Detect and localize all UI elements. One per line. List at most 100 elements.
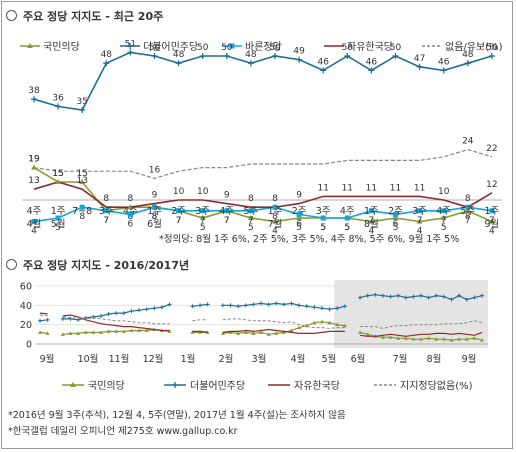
point-democratic-16	[416, 63, 423, 70]
point-democratic-22	[205, 302, 210, 307]
point-bareun-7	[200, 208, 206, 214]
point-democratic-1	[55, 103, 62, 110]
point-bareun-17	[441, 208, 447, 214]
point-people-39	[335, 322, 340, 327]
x-tick-0: 9월	[40, 353, 55, 365]
point-people-43	[365, 332, 370, 336]
point-democratic-8	[98, 313, 103, 318]
data-label-people-4: 8	[128, 212, 134, 222]
point-democratic-31	[274, 301, 279, 306]
data-label-democratic-5: 50	[149, 43, 161, 53]
point-people-18	[464, 207, 471, 213]
x-tick-7: 3주	[195, 206, 210, 217]
point-people-55	[457, 337, 462, 341]
x-tick-17: 4주	[436, 206, 451, 217]
point-people-58	[480, 338, 484, 342]
series-line-liberty-4	[360, 331, 483, 337]
series-line-liberty-3	[222, 328, 345, 335]
x-tick-0: 4주	[27, 206, 42, 217]
x-tick-7: 4월	[291, 353, 306, 365]
x-month-0: 4월	[27, 218, 42, 230]
point-democratic-3	[103, 60, 110, 67]
x-tick-8: 4주	[219, 206, 234, 217]
legend-label-people: 국민의당	[88, 380, 125, 392]
data-label-liberty-9: 8	[248, 194, 254, 204]
x-tick-2: 7~8	[72, 206, 92, 217]
point-people-5	[76, 331, 81, 335]
data-label-bareun-3: 7	[103, 216, 109, 226]
data-label-people-18: 7	[465, 216, 471, 226]
point-democratic-21	[198, 303, 203, 308]
x-tick-19: 1주	[485, 206, 500, 217]
bottom-chart-header: 주요 정당 지지도 - 2016/2017년	[6, 257, 189, 273]
bottom-line-chart: 0 20 40 60 9월 10월 11월 12월 1월 2월 3월 4월 5월 6월 7월 8월 9월국민의당…	[20, 280, 488, 392]
legend-marker-democratic	[127, 43, 133, 49]
data-label-bareun-13: 5	[344, 223, 350, 233]
point-people-9	[247, 215, 254, 220]
point-democratic-32	[281, 302, 286, 307]
point-democratic-48	[403, 295, 408, 300]
point-democratic-9	[247, 60, 254, 67]
point-democratic-18	[464, 60, 471, 67]
x-tick-4: 4주	[123, 206, 138, 217]
data-label-none-18: 24	[462, 137, 474, 147]
point-people-29	[259, 330, 263, 334]
bullet-icon	[6, 10, 17, 21]
legend-label-none: 지지정당없음(%)	[400, 379, 473, 392]
point-democratic-57	[472, 295, 477, 300]
point-people-38	[327, 320, 332, 325]
point-people-4	[127, 204, 134, 210]
data-label-democratic-17: 46	[438, 57, 450, 67]
point-people-16	[416, 218, 423, 224]
point-democratic-17	[167, 302, 172, 307]
data-label-liberty-8: 9	[224, 191, 230, 201]
y-tick-20: 20	[20, 320, 32, 331]
data-label-people-5: 8	[152, 212, 158, 222]
point-democratic-35	[304, 304, 309, 309]
point-people-0	[38, 330, 42, 334]
point-people-50	[419, 337, 424, 341]
point-democratic-4	[127, 49, 134, 56]
data-label-people-2: 15	[76, 169, 87, 179]
x-tick-3: 12월	[143, 353, 164, 365]
data-label-democratic-14: 46	[366, 57, 378, 67]
x-tick-1: 10월	[78, 353, 99, 365]
point-democratic-27	[243, 303, 248, 308]
data-label-people-10: 4	[272, 227, 278, 237]
data-label-liberty-4: 8	[128, 194, 134, 204]
point-bareun-15	[393, 211, 398, 217]
data-label-bareun-16: 7	[417, 216, 423, 226]
data-label-people-15: 5	[393, 223, 399, 233]
point-people-9	[106, 329, 111, 333]
x-tick-9: 5주	[244, 206, 259, 217]
data-label-people-12: 5	[320, 223, 326, 233]
data-label-bareun-5: 8	[152, 212, 158, 222]
x-tick-6: 3월	[252, 353, 267, 365]
point-democratic-24	[220, 303, 225, 308]
x-tick-15: 2주	[388, 206, 403, 217]
data-label-liberty-13: 11	[342, 183, 353, 193]
x-tick-4: 1월	[181, 353, 196, 365]
legend-label-none: 없음/유보(%)	[445, 40, 503, 53]
legend-label-democratic: 더불어민주당	[190, 380, 245, 392]
point-democratic-55	[457, 293, 462, 298]
point-democratic-45	[380, 293, 385, 298]
data-label-democratic-10: 50	[269, 43, 281, 53]
point-democratic-42	[358, 295, 363, 300]
point-people-56	[464, 337, 469, 341]
point-democratic-12	[129, 309, 134, 314]
point-democratic-13	[137, 308, 142, 313]
data-label-liberty-18: 8	[465, 194, 471, 204]
series-line-liberty-2	[192, 330, 208, 333]
y-tick-0: 0	[26, 340, 32, 351]
data-label-none-19: 22	[486, 144, 497, 154]
x-tick-6: 2주	[171, 206, 186, 217]
data-label-democratic-16: 47	[414, 54, 425, 64]
data-label-people-16: 4	[417, 227, 423, 237]
data-label-bareun-15: 6	[393, 219, 399, 229]
series-line-none-1	[62, 316, 170, 325]
top-chart-title: 주요 정당 지지도 - 최근 20주	[23, 10, 164, 23]
data-label-democratic-8: 50	[221, 43, 233, 53]
y-tick-60: 60	[20, 282, 32, 293]
data-label-bareun-9: 7	[248, 216, 254, 226]
